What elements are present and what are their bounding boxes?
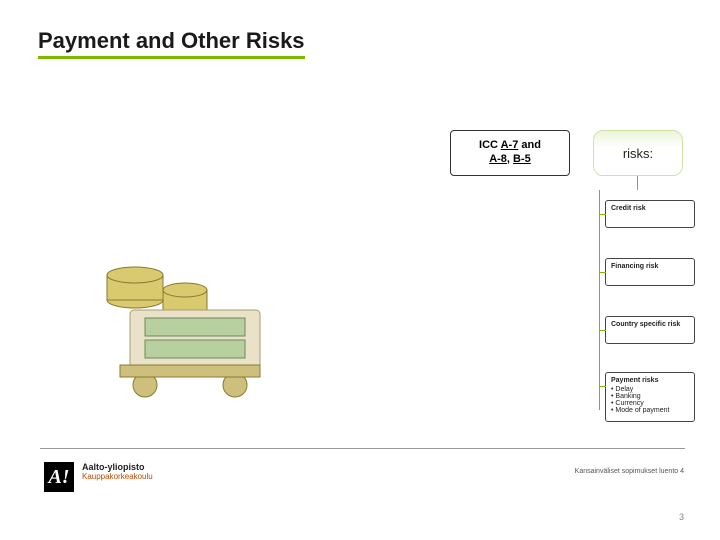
money-illustration: [90, 160, 290, 400]
risk-box-item: Delay: [611, 386, 689, 393]
risk-box-header: Payment risks: [611, 377, 689, 384]
tree-connector: [637, 176, 638, 190]
footnote-text: Kansainväliset sopimukset luento 4: [575, 468, 684, 475]
icc-prefix: ICC: [479, 139, 501, 151]
icc-reference-text: ICC A-7 and A-8, B-5: [479, 139, 541, 167]
risk-box-header: Credit risk: [611, 205, 689, 212]
icc-b5: B-5: [513, 153, 531, 165]
logo-mark: A!: [44, 462, 74, 492]
risk-box-item: Currency: [611, 400, 689, 407]
tree-connector: [599, 386, 606, 387]
tree-connector: [599, 330, 606, 331]
icc-a7: A-7: [501, 139, 519, 151]
risk-box: Payment risks DelayBankingCurrencyMode of…: [605, 372, 695, 422]
risk-box: Country specific risk: [605, 316, 695, 344]
brand-logo: A! Aalto-yliopisto Kauppakorkeakoulu: [44, 462, 153, 492]
page-title: Payment and Other Risks: [38, 28, 305, 54]
risk-box-header: Country specific risk: [611, 321, 689, 328]
slide: Payment and Other Risks: [0, 0, 720, 540]
title-block: Payment and Other Risks: [38, 28, 305, 59]
tree-connector: [599, 214, 606, 215]
icc-mid: and: [518, 139, 541, 151]
risk-box: Financing risk: [605, 258, 695, 286]
risk-box-item: Mode of payment: [611, 407, 689, 414]
risk-box: Credit risk: [605, 200, 695, 228]
tree-connector: [599, 190, 600, 410]
risk-box-item: Banking: [611, 393, 689, 400]
page-number: 3: [679, 512, 684, 522]
logo-line1: Aalto-yliopisto: [82, 462, 153, 472]
risks-header-box: risks:: [593, 130, 683, 176]
icc-a8: A-8: [489, 153, 507, 165]
title-underline: [38, 56, 305, 59]
risk-box-header: Financing risk: [611, 263, 689, 270]
tree-connector: [599, 272, 606, 273]
logo-line2: Kauppakorkeakoulu: [82, 472, 153, 481]
risks-header-text: risks:: [623, 146, 653, 161]
logo-text: Aalto-yliopisto Kauppakorkeakoulu: [82, 462, 153, 481]
icc-reference-box: ICC A-7 and A-8, B-5: [450, 130, 570, 176]
risk-box-items: DelayBankingCurrencyMode of payment: [611, 386, 689, 414]
footer-divider: [40, 448, 685, 449]
